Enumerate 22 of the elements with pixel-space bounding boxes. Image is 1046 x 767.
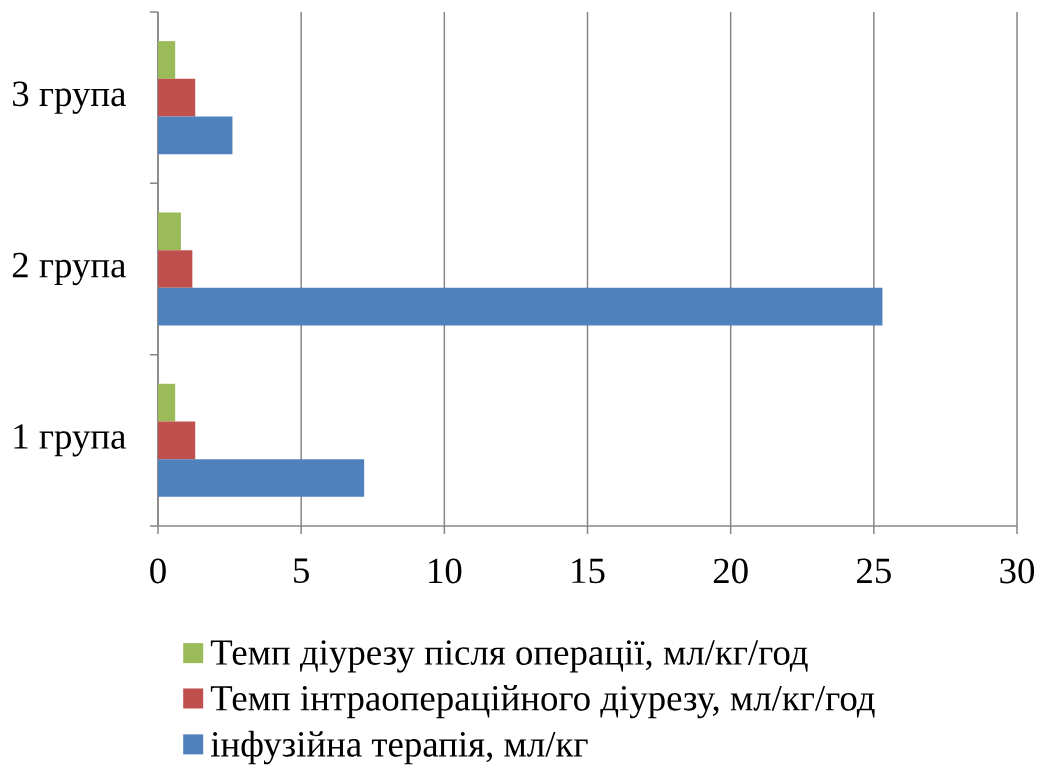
y-tick-label: 3 група [13, 81, 126, 114]
x-tick-label: 10 [429, 558, 462, 584]
bar [158, 287, 883, 326]
legend-label: інфузійна терапія, мл/кг [210, 730, 588, 765]
bar [158, 41, 176, 79]
y-tick-label: 1 група [14, 424, 126, 457]
x-tick-label: 20 [713, 558, 748, 584]
legend-label: Темп діурезу після операції, мл/кг/год [210, 640, 808, 673]
bar [158, 383, 176, 422]
x-tick-label: 15 [572, 558, 605, 584]
bar [158, 459, 365, 497]
x-tick-label: 5 [294, 558, 309, 584]
bar [158, 250, 193, 288]
x-tick-label: 25 [857, 558, 891, 584]
x-tick-label: 0 [150, 558, 166, 584]
bar [158, 421, 196, 460]
x-tick-label: 30 [1000, 558, 1035, 584]
bar [158, 116, 233, 155]
y-tick-label: 2 група [12, 252, 126, 286]
bar [158, 78, 196, 117]
bar [158, 212, 181, 251]
legend-label: Темп інтраопераційного діурезу, мл/кг/год [210, 685, 875, 719]
